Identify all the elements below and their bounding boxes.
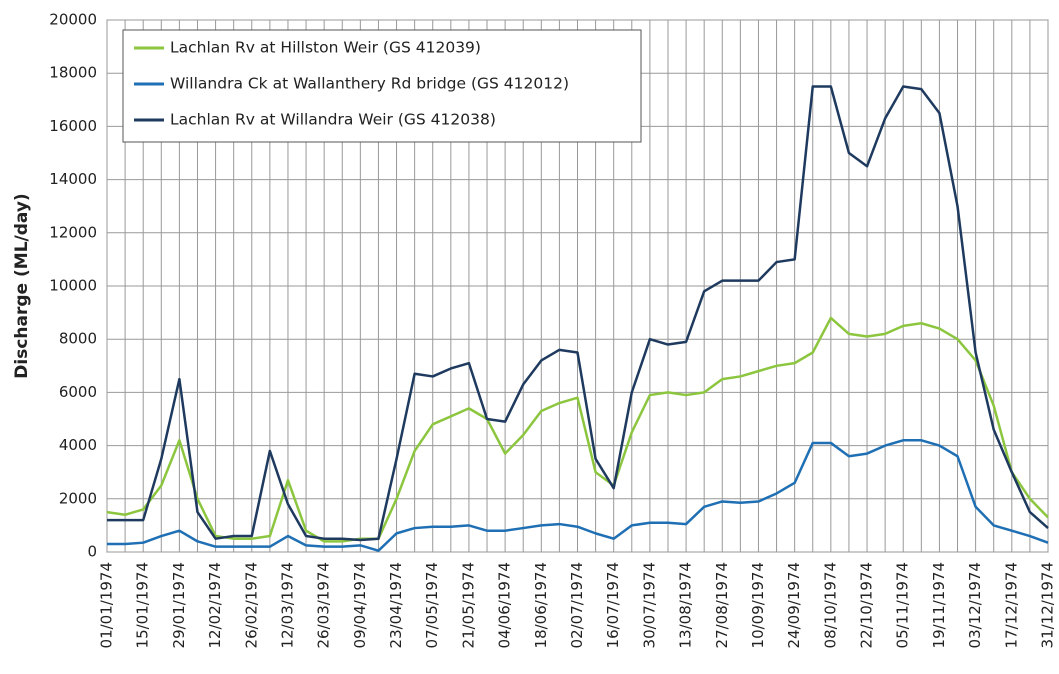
x-tick-label: 24/09/1974 (785, 562, 803, 648)
x-tick-label: 31/12/1974 (1039, 562, 1057, 648)
x-tick-label: 08/10/1974 (821, 562, 839, 648)
legend-label: Lachlan Rv at Hillston Weir (GS 412039) (170, 39, 481, 57)
x-tick-label: 27/08/1974 (713, 562, 731, 648)
y-tick-label: 12000 (49, 223, 97, 241)
legend-label: Lachlan Rv at Willandra Weir (GS 412038) (170, 111, 496, 129)
y-tick-label: 16000 (49, 117, 97, 135)
x-tick-label: 16/07/1974 (604, 562, 622, 648)
x-tick-label: 19/11/1974 (930, 562, 948, 648)
y-tick-label: 0 (87, 543, 97, 561)
y-axis-label: Discharge (ML/day) (12, 193, 32, 378)
x-tick-label: 13/08/1974 (677, 562, 695, 648)
series-line (107, 439, 1049, 552)
y-tick-label: 18000 (49, 64, 97, 82)
y-tick-label: 10000 (49, 277, 97, 295)
x-tick-label: 30/07/1974 (640, 562, 658, 648)
series-line (106, 316, 1049, 543)
x-tick-label: 01/01/1974 (98, 562, 116, 648)
x-tick-label: 26/02/1974 (242, 562, 260, 648)
legend-label: Willandra Ck at Wallanthery Rd bridge (G… (170, 75, 569, 93)
legend-box (122, 29, 642, 143)
x-tick-label: 03/12/1974 (966, 562, 984, 648)
x-tick-label: 04/06/1974 (496, 562, 514, 648)
x-tick-label: 18/06/1974 (532, 562, 550, 648)
x-tick-label: 07/05/1974 (423, 562, 441, 648)
x-tick-label: 23/04/1974 (387, 562, 405, 648)
series-line (107, 85, 1049, 542)
x-tick-label: 09/04/1974 (351, 562, 369, 648)
x-tick-label: 22/10/1974 (858, 562, 876, 648)
x-tick-label: 10/09/1974 (749, 562, 767, 648)
legend: Lachlan Rv at Hillston Weir (GS 412039) W… (122, 29, 642, 143)
y-tick-label: 2000 (59, 489, 97, 507)
y-tick-label: 8000 (59, 330, 97, 348)
x-tick-label: 29/01/1974 (170, 562, 188, 648)
x-tick-label: 15/01/1974 (134, 562, 152, 648)
x-tick-label: 21/05/1974 (459, 562, 477, 648)
x-tick-label: 26/03/1974 (315, 562, 333, 648)
y-tick-label: 20000 (49, 11, 97, 29)
y-tick-label: 14000 (49, 170, 97, 188)
x-tick-label: 12/02/1974 (206, 562, 224, 648)
y-tick-label: 6000 (59, 383, 97, 401)
y-tick-label: 4000 (59, 436, 97, 454)
x-tick-label: 05/11/1974 (894, 562, 912, 648)
x-tick-label: 02/07/1974 (568, 562, 586, 648)
x-tick-label: 12/03/1974 (278, 562, 296, 648)
x-tick-label: 17/12/1974 (1002, 562, 1020, 648)
